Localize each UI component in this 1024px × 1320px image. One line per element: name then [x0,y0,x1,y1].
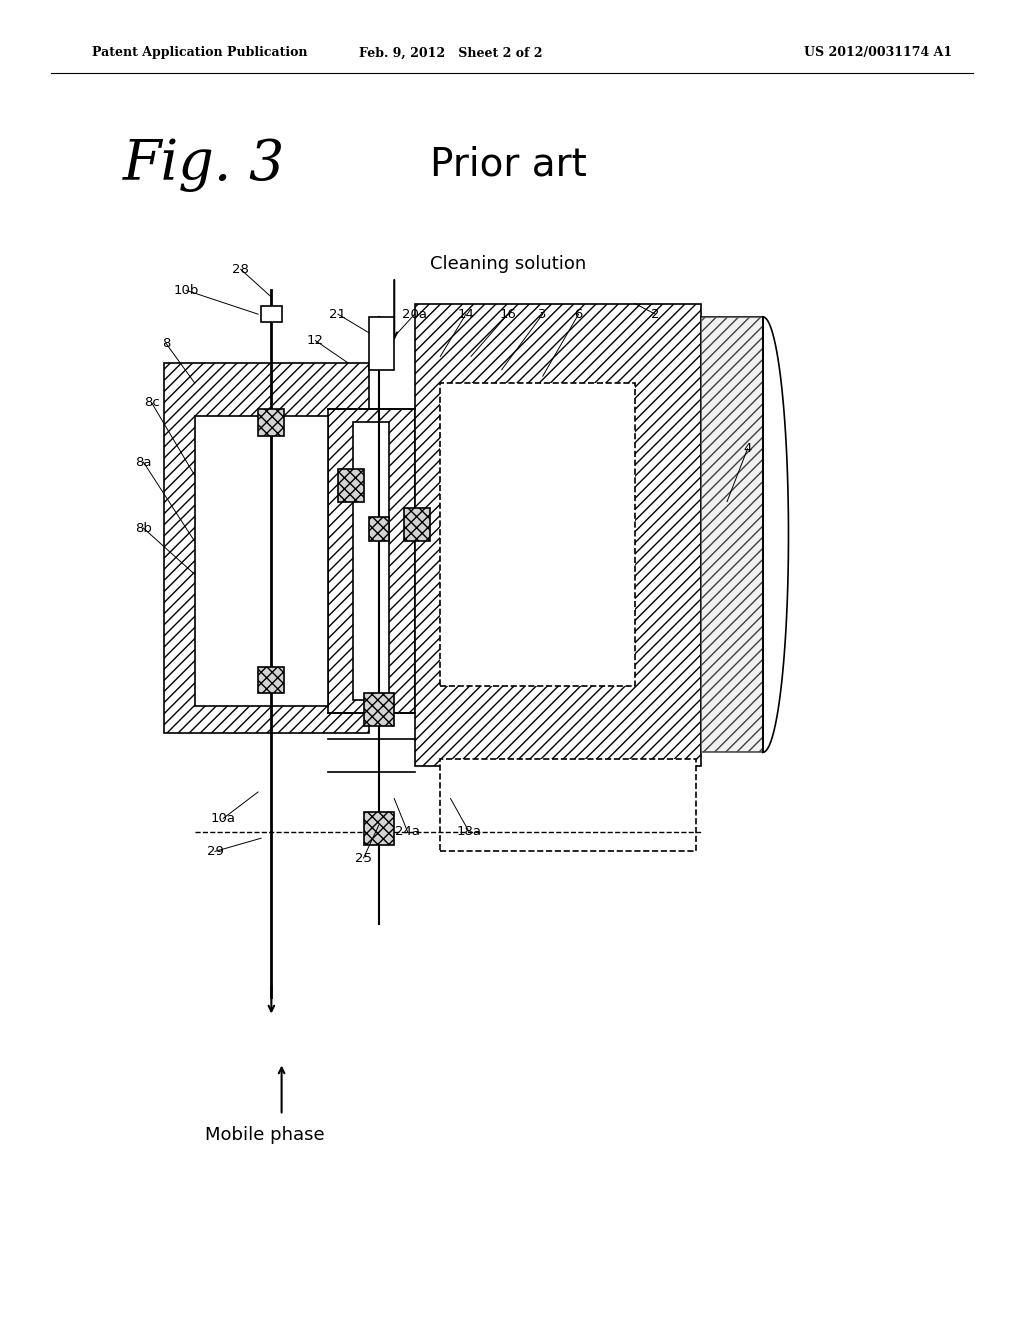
Text: 6: 6 [574,308,583,321]
Text: 24a: 24a [395,825,420,838]
Bar [195,416,328,706]
Text: 21: 21 [330,308,346,321]
Text: Mobile phase: Mobile phase [205,1126,325,1144]
Bar [701,317,763,752]
Text: 14: 14 [458,308,474,321]
Bar [369,517,389,541]
Text: 16: 16 [500,308,516,321]
Bar [258,667,284,693]
Text: Prior art: Prior art [430,147,587,183]
Text: 10a: 10a [211,812,236,825]
Bar [364,693,394,726]
Bar [364,812,394,845]
Text: Cleaning solution: Cleaning solution [430,255,587,273]
Text: 8c: 8c [143,396,160,409]
Bar [440,383,635,686]
Text: 8a: 8a [135,455,152,469]
Text: 25: 25 [355,851,372,865]
Text: 29: 29 [207,845,223,858]
Bar [261,306,282,322]
Text: Fig. 3: Fig. 3 [123,137,285,193]
Text: 20a: 20a [402,308,427,321]
Bar [353,422,389,700]
Bar [415,304,701,766]
Bar [369,317,394,370]
Text: 10b: 10b [174,284,199,297]
Text: US 2012/0031174 A1: US 2012/0031174 A1 [804,46,952,59]
Bar [164,363,369,733]
Text: 18a: 18a [457,825,481,838]
Bar [258,409,284,436]
Text: 12: 12 [307,334,324,347]
Text: 8b: 8b [135,521,152,535]
Text: 3: 3 [539,308,547,321]
Text: 28: 28 [232,263,249,276]
Text: 2: 2 [651,308,659,321]
Text: 8: 8 [162,337,170,350]
Text: Patent Application Publication: Patent Application Publication [92,46,307,59]
Bar [338,469,364,502]
Bar [328,409,415,713]
Text: 4: 4 [743,442,752,455]
Bar [404,508,430,541]
Bar [440,759,696,851]
Text: Feb. 9, 2012   Sheet 2 of 2: Feb. 9, 2012 Sheet 2 of 2 [358,46,543,59]
